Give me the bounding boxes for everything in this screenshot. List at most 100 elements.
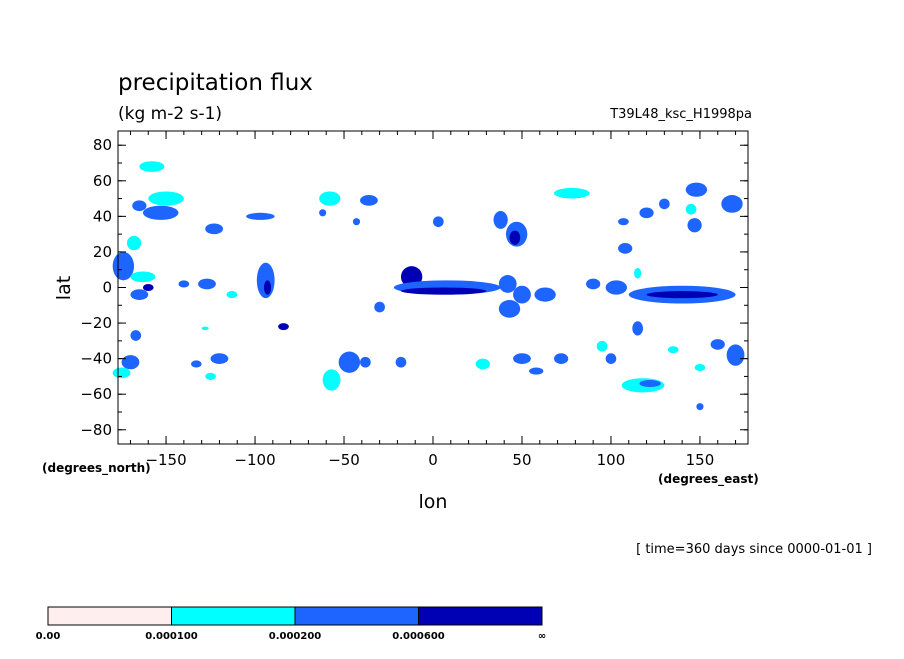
contour-region [142, 205, 179, 220]
contour-region [509, 230, 521, 245]
contour-region [694, 363, 706, 372]
run-id-label: T39L48_ksc_H1998pa [609, 107, 752, 122]
contour-region [198, 278, 216, 290]
contour-region [178, 280, 190, 288]
y-tick-label: −20 [80, 314, 112, 332]
contour-region [639, 207, 654, 219]
contour-region [148, 191, 184, 206]
contour-region [475, 358, 490, 370]
colorbar-swatch [294, 606, 419, 626]
x-tick-label: 0 [428, 451, 438, 469]
contour-region [646, 291, 718, 299]
x-tick-label: −150 [145, 451, 186, 469]
contour-region [554, 187, 590, 199]
y-tick-label: 80 [93, 136, 112, 154]
y-tick-label: −60 [80, 385, 112, 403]
contour-region [667, 346, 679, 354]
contour-region [596, 340, 608, 352]
contour-region [605, 353, 617, 364]
colorbar-label: 0.000600 [392, 631, 445, 642]
y-axis-label: lat [53, 276, 75, 300]
contour-region [554, 353, 569, 364]
contour-region [210, 353, 229, 364]
contour-region [130, 271, 156, 283]
colorbar-label: 0.000200 [269, 631, 322, 642]
x-axis-label: lon [419, 491, 448, 513]
contour-region [201, 326, 209, 331]
contour-region [433, 216, 444, 228]
contour-region [529, 367, 544, 375]
chart-units: (kg m-2 s-1) [118, 104, 222, 124]
contour-region [246, 212, 275, 220]
contour-region [696, 403, 704, 411]
contour-region [586, 278, 601, 290]
plot-area: −150 −100 −50 0 50 100 150 80 60 40 20 0 −20 −40 −60 −8… [80, 130, 749, 469]
y-tick-label: 40 [93, 207, 112, 225]
contour-region [190, 360, 202, 368]
x-units-label: (degrees_east) [658, 472, 759, 487]
contour-region [618, 218, 629, 226]
x-tick-label: 150 [686, 451, 715, 469]
contour-region [132, 200, 147, 212]
y-tick-label: −80 [80, 421, 112, 439]
contour-region [121, 355, 140, 370]
contour-region [360, 356, 371, 368]
contour-region [319, 191, 341, 206]
contour-region [352, 218, 361, 226]
contour-region [632, 321, 643, 336]
y-tick-label: 20 [93, 243, 112, 261]
contour-region [395, 356, 407, 368]
colorbar-label: 0.000100 [145, 631, 198, 642]
colorbar-label: 0.00 [36, 631, 61, 642]
contour-region [374, 301, 385, 313]
contour-region [226, 291, 238, 299]
contour-region [338, 351, 361, 373]
contour-region [687, 218, 702, 233]
contour-region [278, 323, 289, 331]
contour-region [498, 275, 517, 293]
colorbar-label: ∞ [538, 631, 546, 642]
contour-region [205, 372, 216, 380]
y-units-label: (degrees_north) [42, 461, 151, 476]
contour-region [726, 344, 745, 366]
contour-region [493, 211, 508, 229]
contour-region [130, 289, 149, 300]
contour-region [112, 367, 131, 379]
contour-region [139, 161, 165, 172]
contour-region [205, 223, 224, 235]
y-tick-label: 60 [93, 172, 112, 190]
contour-region [319, 209, 327, 217]
contour-region [685, 203, 697, 215]
contour-region [513, 285, 531, 304]
contour-region [634, 267, 642, 279]
x-tick-label: −50 [328, 451, 360, 469]
x-tick-label: −100 [234, 451, 275, 469]
contour-region [263, 280, 272, 295]
contour-region [659, 198, 670, 210]
colorbar: 0.00 0.000100 0.000200 0.000600 ∞ [36, 606, 546, 642]
time-note: [ time=360 days since 0000-01-01 ] [636, 542, 872, 557]
contour-region [498, 299, 521, 318]
colorbar-swatch [418, 606, 543, 626]
colorbar-swatch [47, 606, 172, 626]
contour-region [639, 379, 661, 388]
contour-region [534, 287, 556, 302]
chart-title: precipitation flux [118, 70, 313, 96]
contour-region [513, 353, 531, 364]
contour-region [142, 283, 154, 292]
contour-region [126, 235, 142, 251]
contour-region [710, 339, 725, 350]
y-tick-label: 0 [102, 279, 112, 297]
contour-region [400, 287, 487, 295]
contour-region [618, 243, 633, 254]
colorbar-swatch [171, 606, 296, 626]
contour-region [130, 330, 142, 341]
contour-region [322, 369, 341, 391]
x-tick-label: 50 [512, 451, 531, 469]
contour-region [605, 280, 627, 295]
contour-region [360, 195, 378, 206]
contour-region [685, 182, 708, 197]
x-tick-label: 100 [597, 451, 626, 469]
